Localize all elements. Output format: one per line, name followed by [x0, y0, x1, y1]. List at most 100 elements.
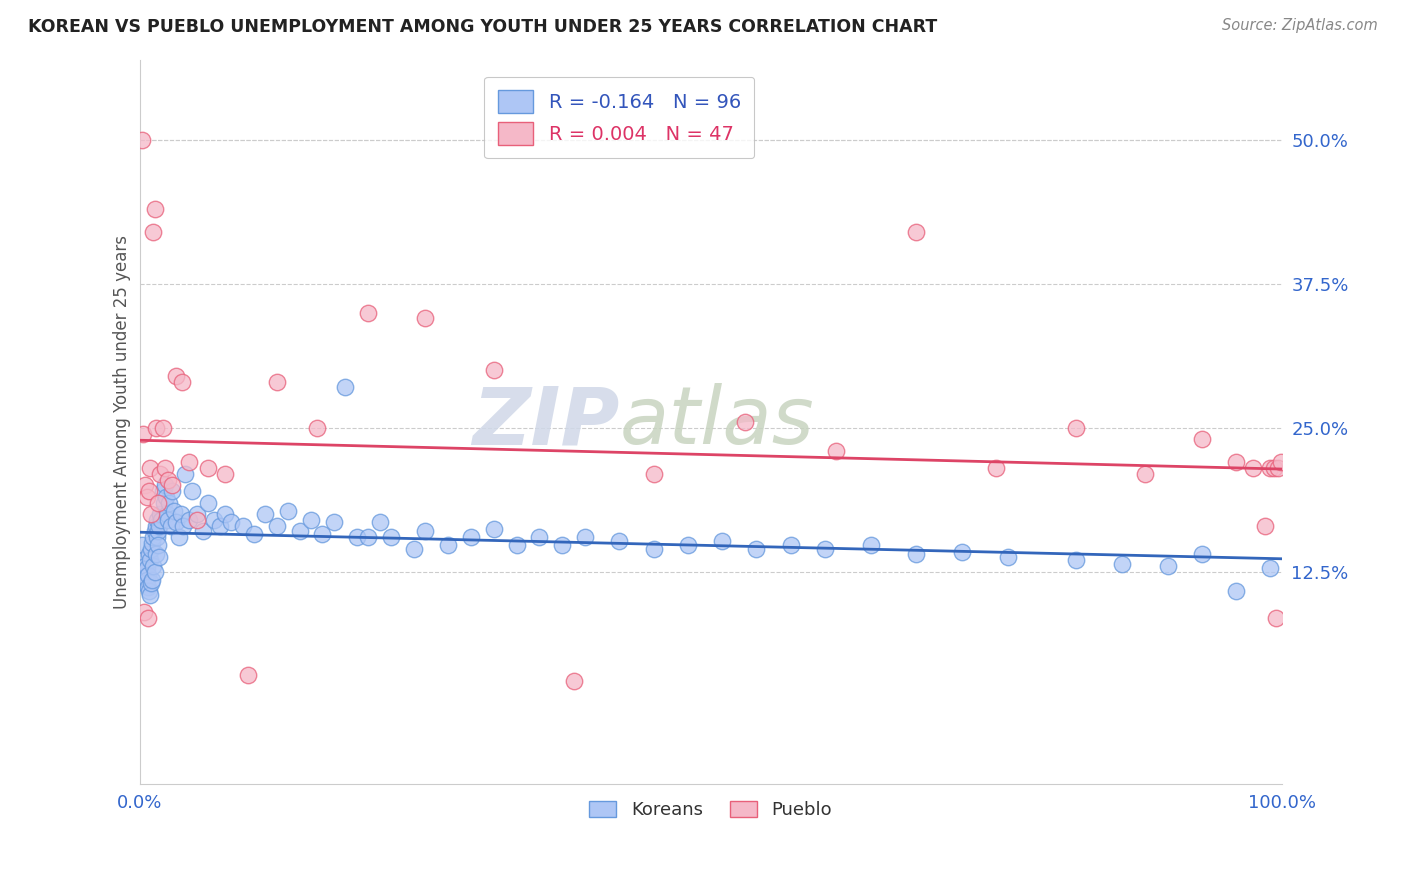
Point [143, 202, 166, 216]
Point [139, 588, 162, 602]
Point [1241, 461, 1264, 475]
Point [153, 461, 176, 475]
Point [1258, 461, 1281, 475]
Point [266, 518, 288, 533]
Point [299, 513, 322, 527]
Point [148, 549, 170, 564]
Point [160, 483, 183, 498]
Text: KOREAN VS PUEBLO UNEMPLOYMENT AMONG YOUTH UNDER 25 YEARS CORRELATION CHART: KOREAN VS PUEBLO UNEMPLOYMENT AMONG YOUT… [28, 18, 938, 36]
Point [135, 490, 157, 504]
Point [143, 565, 166, 579]
Point [574, 530, 596, 544]
Point [138, 584, 160, 599]
Point [1191, 432, 1213, 446]
Point [529, 530, 551, 544]
Point [143, 524, 166, 539]
Point [163, 503, 186, 517]
Point [950, 545, 973, 559]
Point [277, 503, 299, 517]
Point [311, 526, 333, 541]
Point [197, 495, 219, 509]
Point [413, 524, 436, 539]
Point [146, 538, 169, 552]
Point [1111, 557, 1133, 571]
Point [562, 673, 585, 688]
Point [159, 518, 181, 533]
Point [676, 538, 699, 552]
Point [141, 507, 163, 521]
Point [1133, 467, 1156, 481]
Point [146, 524, 169, 539]
Point [859, 538, 882, 552]
Point [149, 467, 172, 481]
Point [131, 538, 153, 552]
Point [134, 576, 156, 591]
Point [142, 558, 165, 573]
Point [437, 538, 460, 552]
Point [643, 541, 665, 556]
Point [1225, 584, 1247, 599]
Point [145, 421, 167, 435]
Point [357, 306, 380, 320]
Point [170, 507, 193, 521]
Point [152, 421, 174, 435]
Point [219, 515, 242, 529]
Point [160, 478, 183, 492]
Point [322, 515, 344, 529]
Point [145, 518, 167, 533]
Point [136, 580, 159, 594]
Point [141, 541, 163, 556]
Point [346, 530, 368, 544]
Point [136, 610, 159, 624]
Point [402, 541, 425, 556]
Point [155, 490, 177, 504]
Point [905, 547, 928, 561]
Point [157, 513, 180, 527]
Point [152, 495, 174, 509]
Point [139, 461, 162, 475]
Point [146, 513, 169, 527]
Point [1258, 561, 1281, 575]
Point [186, 513, 208, 527]
Point [711, 533, 734, 548]
Point [134, 570, 156, 584]
Point [745, 541, 768, 556]
Point [134, 565, 156, 579]
Point [197, 461, 219, 475]
Text: Source: ZipAtlas.com: Source: ZipAtlas.com [1222, 18, 1378, 33]
Point [1265, 610, 1288, 624]
Text: ZIP: ZIP [472, 383, 620, 461]
Point [177, 455, 200, 469]
Point [208, 518, 231, 533]
Point [1156, 558, 1178, 573]
Point [231, 518, 253, 533]
Point [142, 225, 165, 239]
Text: atlas: atlas [620, 383, 814, 461]
Legend: Koreans, Pueblo: Koreans, Pueblo [582, 793, 839, 826]
Point [380, 530, 402, 544]
Point [167, 530, 190, 544]
Point [172, 518, 194, 533]
Point [134, 605, 156, 619]
Point [150, 513, 173, 527]
Point [142, 530, 165, 544]
Point [132, 553, 155, 567]
Point [1263, 461, 1285, 475]
Point [814, 541, 837, 556]
Point [413, 311, 436, 326]
Point [146, 530, 169, 544]
Point [1191, 547, 1213, 561]
Point [1064, 421, 1087, 435]
Point [482, 363, 505, 377]
Point [134, 558, 156, 573]
Point [136, 568, 159, 582]
Point [643, 467, 665, 481]
Point [135, 573, 157, 587]
Point [214, 507, 236, 521]
Point [141, 536, 163, 550]
Point [734, 415, 756, 429]
Point [288, 524, 311, 539]
Point [335, 380, 357, 394]
Point [149, 507, 172, 521]
Point [368, 515, 391, 529]
